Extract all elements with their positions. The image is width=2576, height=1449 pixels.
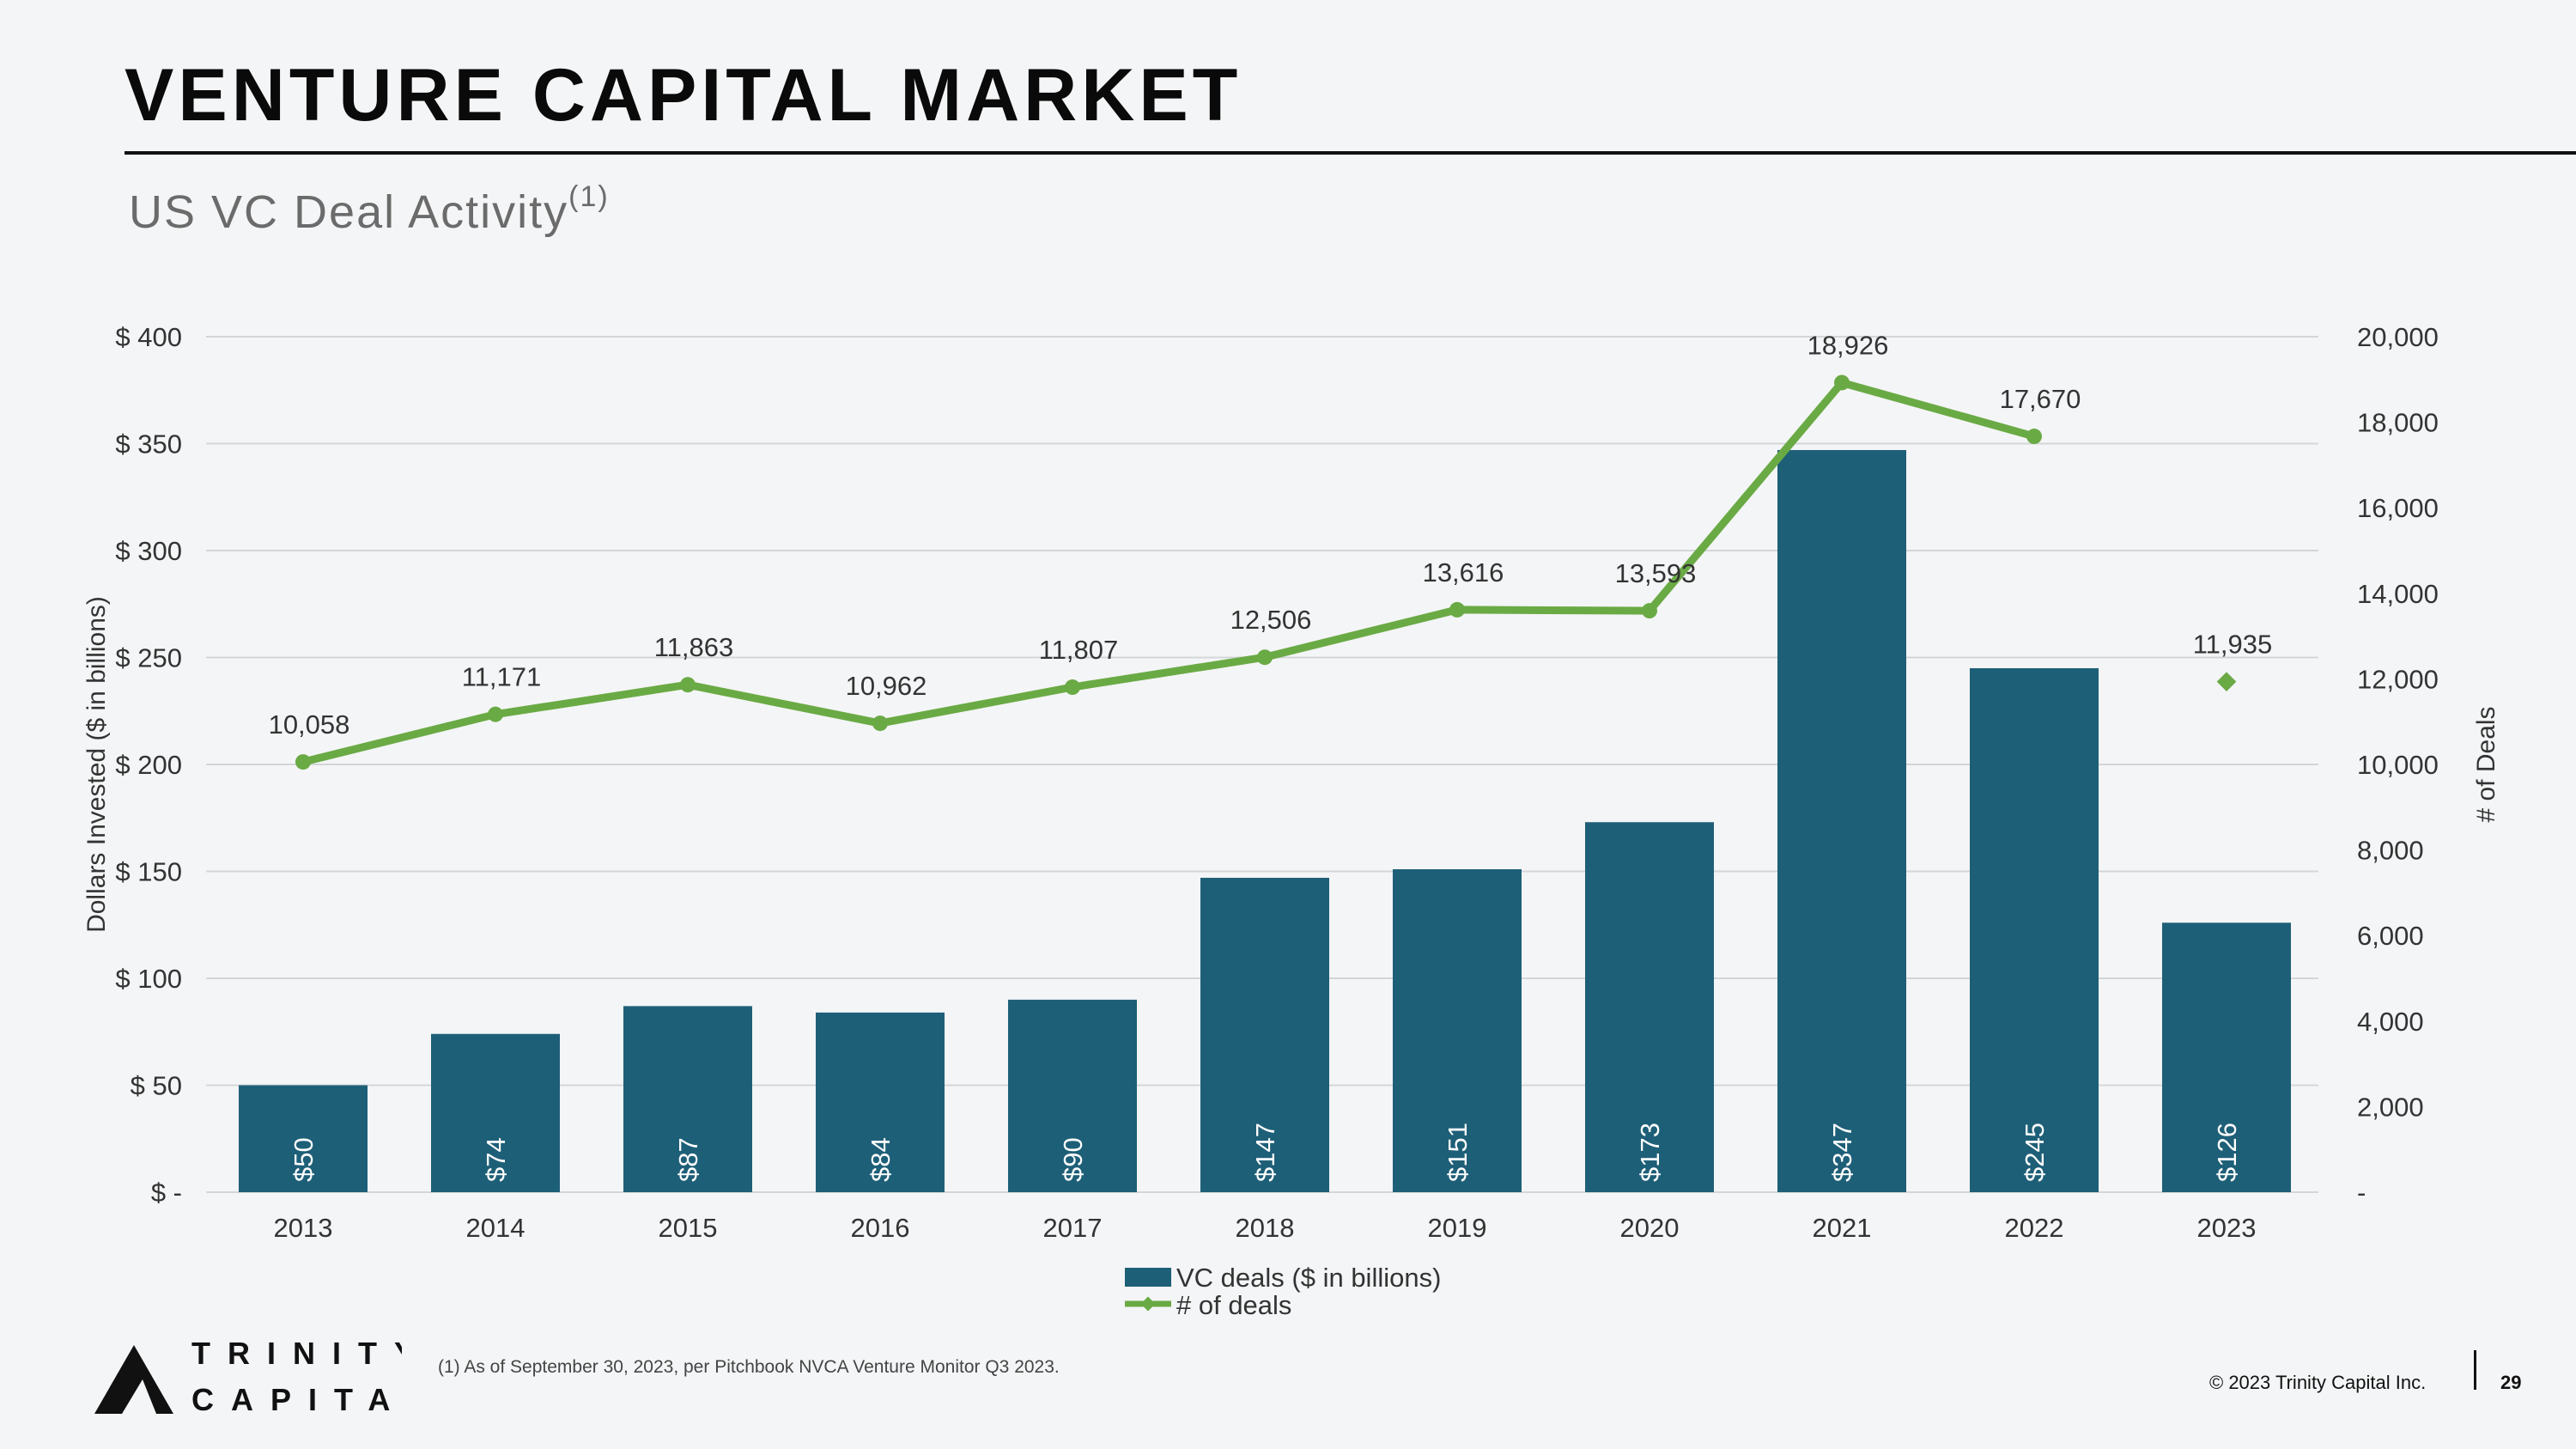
x-tick-label: 2016 <box>851 1213 910 1243</box>
y2-tick-label: 8,000 <box>2357 836 2424 866</box>
bar <box>1585 822 1714 1192</box>
bar <box>431 1033 560 1192</box>
page-title: VENTURE CAPITAL MARKET <box>125 54 1242 137</box>
logo-text-line1: TRINITY <box>191 1336 402 1371</box>
bar <box>1777 449 1906 1192</box>
deals-value-label: 18,926 <box>1807 330 1889 360</box>
x-tick-label: 2019 <box>1428 1213 1487 1243</box>
bar-value-label: $74 <box>481 1137 511 1182</box>
y-tick-label: $ 50 <box>131 1071 182 1101</box>
deals-point <box>680 677 696 693</box>
bar-value-label: $126 <box>2212 1123 2242 1182</box>
y-tick-label: $ 200 <box>115 750 182 780</box>
deals-point <box>1257 649 1273 666</box>
bar <box>816 1012 945 1192</box>
bar-value-label: $173 <box>1635 1123 1665 1182</box>
subtitle-text: US VC Deal Activity <box>129 186 569 238</box>
x-tick-label: 2018 <box>1236 1213 1295 1243</box>
x-tick-label: 2013 <box>274 1213 333 1243</box>
y-tick-label: $ 150 <box>115 857 182 887</box>
x-tick-label: 2015 <box>659 1213 718 1243</box>
page-divider <box>2474 1350 2476 1390</box>
y2-tick-label: 16,000 <box>2357 493 2439 523</box>
deals-point <box>872 715 888 732</box>
deals-value-label: 13,593 <box>1615 558 1697 588</box>
deals-value-label: 17,670 <box>2000 384 2081 414</box>
footnote: (1) As of September 30, 2023, per Pitchb… <box>438 1357 1060 1377</box>
legend-label: VC deals ($ in billions) <box>1176 1263 1441 1293</box>
y-tick-label: $ 350 <box>115 429 182 460</box>
deals-point <box>2216 672 2237 691</box>
title-divider <box>125 151 2576 155</box>
deals-value-label: 11,863 <box>654 632 734 662</box>
deals-value-label: 11,807 <box>1039 635 1119 665</box>
y-tick-label: $ 300 <box>115 536 182 566</box>
deals-value-label: 12,506 <box>1230 605 1312 635</box>
bar <box>623 1006 752 1192</box>
y2-axis-label: # of Deals <box>2472 706 2500 822</box>
x-tick-label: 2014 <box>466 1213 526 1243</box>
deals-point <box>488 706 503 722</box>
y2-tick-label: 20,000 <box>2357 322 2439 352</box>
y2-tick-label: - <box>2357 1178 2366 1208</box>
page-number: 29 <box>2500 1372 2522 1393</box>
x-tick-label: 2020 <box>1620 1213 1680 1243</box>
deals-point <box>1642 603 1657 619</box>
y-tick-label: $ - <box>151 1178 182 1208</box>
bar <box>1970 667 2099 1192</box>
bar <box>1393 869 1522 1192</box>
bar-value-label: $84 <box>866 1137 896 1182</box>
deals-point <box>1065 679 1080 696</box>
bar-value-label: $90 <box>1058 1137 1088 1182</box>
deals-value-label: 11,171 <box>462 662 542 692</box>
x-tick-label: 2022 <box>2005 1213 2064 1243</box>
y2-tick-label: 6,000 <box>2357 921 2424 951</box>
legend-label: # of deals <box>1176 1290 1291 1320</box>
trinity-capital-logo: TRINITY CAPITAL <box>94 1336 402 1417</box>
x-tick-label: 2021 <box>1813 1213 1872 1243</box>
y2-tick-label: 4,000 <box>2357 1007 2424 1037</box>
copyright: © 2023 Trinity Capital Inc. <box>2209 1372 2427 1393</box>
bar <box>239 1085 368 1192</box>
chart-subtitle: US VC Deal Activity(1) <box>129 180 610 239</box>
x-tick-label: 2023 <box>2197 1213 2257 1243</box>
deals-point <box>2026 429 2042 445</box>
y-tick-label: $ 250 <box>115 643 182 673</box>
logo-mountain-icon <box>94 1345 173 1414</box>
y2-tick-label: 14,000 <box>2357 579 2439 609</box>
y2-tick-label: 18,000 <box>2357 408 2439 438</box>
legend-swatch-marker <box>1140 1296 1156 1312</box>
bar-value-label: $245 <box>2020 1123 2050 1182</box>
bar-value-label: $147 <box>1250 1123 1280 1182</box>
deals-value-label: 10,058 <box>269 709 350 740</box>
y-axis-label: Dollars Invested ($ in billions) <box>82 596 111 933</box>
x-tick-label: 2017 <box>1043 1213 1103 1243</box>
subtitle-footnote-ref: (1) <box>568 180 610 213</box>
bar-value-label: $151 <box>1443 1123 1473 1182</box>
bar-value-label: $50 <box>289 1137 319 1182</box>
bar <box>2162 922 2291 1192</box>
y2-tick-label: 10,000 <box>2357 750 2439 780</box>
bar-value-label: $87 <box>673 1137 703 1182</box>
deals-point <box>295 754 311 770</box>
y2-tick-label: 2,000 <box>2357 1092 2424 1122</box>
y2-tick-label: 12,000 <box>2357 664 2439 694</box>
deals-point <box>1449 601 1465 618</box>
y-tick-label: $ 400 <box>115 322 182 352</box>
deals-value-label: 10,962 <box>846 671 927 701</box>
bar-value-label: $347 <box>1827 1123 1857 1182</box>
deals-value-label: 11,935 <box>2193 630 2273 660</box>
deals-line <box>301 378 2036 766</box>
deals-point <box>1834 374 1850 391</box>
legend-swatch-bar <box>1125 1268 1171 1287</box>
logo-text-line2: CAPITAL <box>191 1382 402 1417</box>
bar <box>1008 999 1137 1192</box>
deals-value-label: 13,616 <box>1423 557 1504 588</box>
bar <box>1200 877 1329 1192</box>
y-tick-label: $ 100 <box>115 964 182 994</box>
